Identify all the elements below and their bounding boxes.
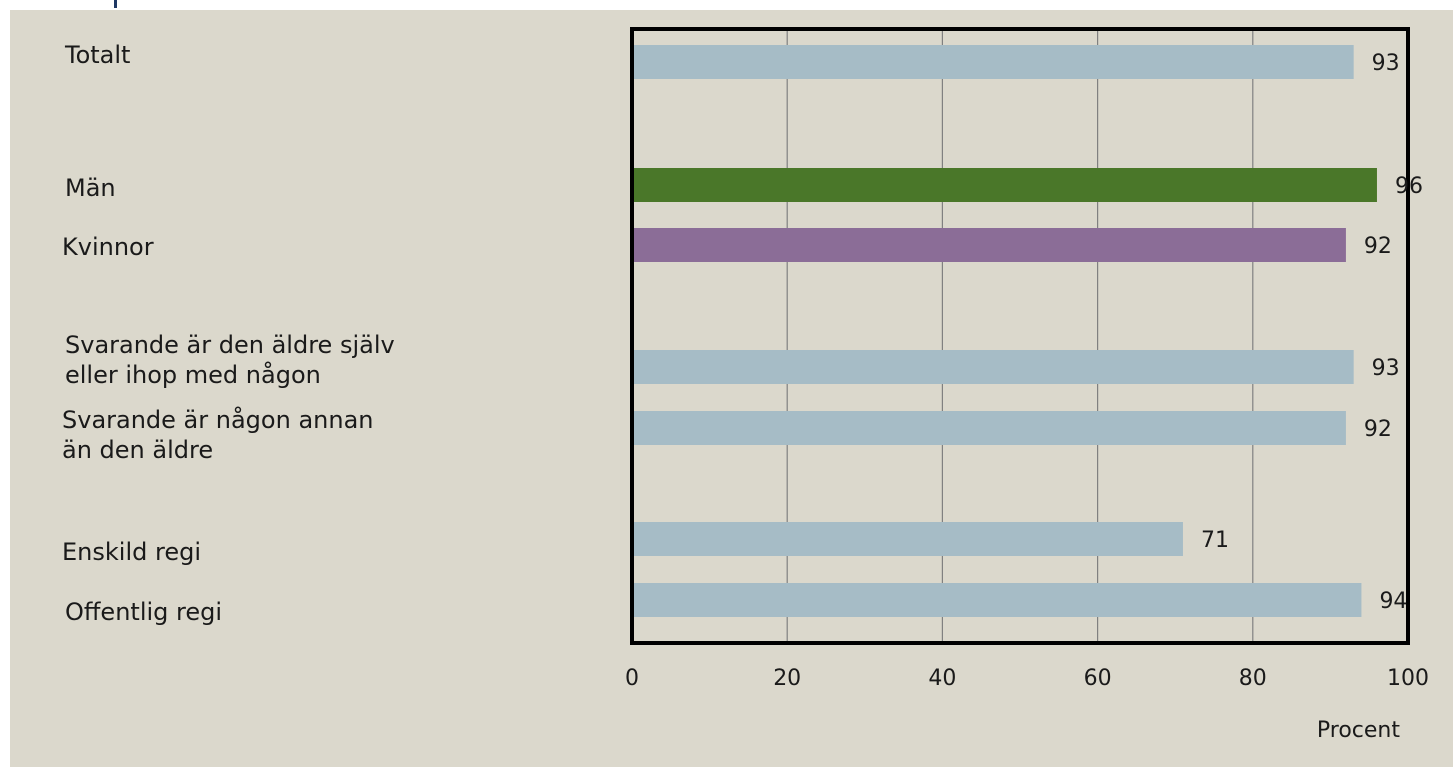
category-label-5: Enskild regi xyxy=(62,538,201,566)
category-label-1: Män xyxy=(65,174,116,202)
chart-panel: 93 96 92 93 92 71 94 0 20 40 60 80 100 Procent Totalt… xyxy=(10,10,1453,767)
bar-0 xyxy=(632,45,1354,79)
category-label-4: Svarande är någon annan än den äldre xyxy=(62,406,374,464)
bar-chart: 93 96 92 93 92 71 94 0 20 40 60 80 100 Procent xyxy=(625,27,1429,743)
x-tick-label-0: 0 xyxy=(625,666,639,691)
plot-border xyxy=(630,27,1410,645)
x-tick-label-40: 40 xyxy=(928,666,956,691)
data-label-4: 92 xyxy=(1364,417,1392,442)
bar-2 xyxy=(632,228,1346,262)
top-accent-strip xyxy=(0,0,1453,10)
bar-5 xyxy=(632,522,1183,556)
bar-3 xyxy=(632,350,1354,384)
category-label-2: Kvinnor xyxy=(62,233,154,261)
data-label-0: 93 xyxy=(1372,51,1400,76)
category-label-0: Totalt xyxy=(65,41,131,69)
title-fragment-mark xyxy=(114,0,117,8)
bar-4 xyxy=(632,411,1346,445)
category-label-6: Offentlig regi xyxy=(65,598,223,626)
category-label-3: Svarande är den äldre själv eller ihop me… xyxy=(65,331,395,389)
x-tick-label-60: 60 xyxy=(1084,666,1112,691)
x-tick-label-100: 100 xyxy=(1387,666,1429,691)
bar-6 xyxy=(632,583,1362,617)
x-axis-label: Procent xyxy=(1317,718,1400,743)
data-label-2: 92 xyxy=(1364,234,1392,259)
data-label-6: 94 xyxy=(1379,589,1407,614)
bar-1 xyxy=(632,168,1377,202)
x-tick-label-20: 20 xyxy=(773,666,801,691)
x-tick-label-80: 80 xyxy=(1239,666,1267,691)
data-label-1: 96 xyxy=(1395,174,1423,199)
data-label-5: 71 xyxy=(1201,528,1229,553)
data-label-3: 93 xyxy=(1372,356,1400,381)
